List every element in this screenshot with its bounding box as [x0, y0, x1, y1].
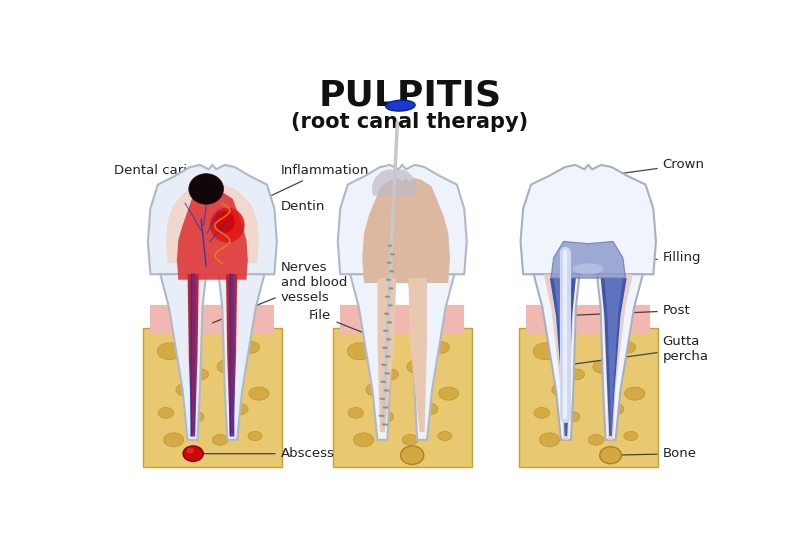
Ellipse shape — [163, 433, 184, 447]
Ellipse shape — [158, 408, 174, 418]
Ellipse shape — [347, 343, 372, 360]
Polygon shape — [604, 278, 623, 436]
Polygon shape — [534, 274, 579, 440]
Ellipse shape — [186, 447, 194, 453]
Polygon shape — [177, 192, 248, 280]
Ellipse shape — [386, 100, 415, 111]
Polygon shape — [187, 274, 198, 434]
Polygon shape — [338, 165, 466, 274]
Ellipse shape — [176, 384, 194, 396]
Ellipse shape — [248, 431, 262, 441]
Ellipse shape — [539, 433, 559, 447]
Text: Filling: Filling — [591, 252, 701, 264]
Polygon shape — [378, 278, 396, 432]
Ellipse shape — [407, 360, 429, 374]
Ellipse shape — [569, 369, 584, 380]
Ellipse shape — [217, 360, 238, 374]
Ellipse shape — [383, 369, 398, 380]
Ellipse shape — [242, 342, 260, 353]
Ellipse shape — [189, 174, 223, 204]
Ellipse shape — [212, 435, 228, 445]
Polygon shape — [544, 274, 576, 440]
Text: Nerves
and blood
vessels: Nerves and blood vessels — [213, 261, 347, 323]
Polygon shape — [372, 169, 417, 196]
Ellipse shape — [421, 403, 438, 415]
Bar — [333, 328, 472, 467]
Ellipse shape — [607, 403, 624, 415]
Ellipse shape — [600, 447, 622, 463]
Polygon shape — [218, 274, 265, 440]
Ellipse shape — [231, 403, 248, 415]
Polygon shape — [550, 278, 576, 436]
Polygon shape — [521, 165, 656, 274]
Polygon shape — [601, 274, 633, 440]
Polygon shape — [597, 274, 643, 440]
Ellipse shape — [534, 343, 558, 360]
Polygon shape — [409, 274, 454, 440]
Polygon shape — [148, 165, 277, 274]
Text: (root canal therapy): (root canal therapy) — [291, 112, 529, 132]
Ellipse shape — [401, 446, 424, 465]
Ellipse shape — [552, 384, 570, 396]
Bar — [142, 328, 282, 467]
Polygon shape — [350, 274, 396, 440]
Bar — [150, 305, 274, 335]
Text: PULPITIS: PULPITIS — [318, 79, 502, 113]
Ellipse shape — [348, 408, 363, 418]
Polygon shape — [601, 278, 626, 436]
Ellipse shape — [354, 433, 374, 447]
Ellipse shape — [433, 342, 450, 353]
Text: File: File — [310, 309, 381, 340]
Text: Dental caries: Dental caries — [114, 164, 203, 188]
Text: Abscess: Abscess — [196, 447, 334, 460]
Text: Gutta
percha: Gutta percha — [567, 335, 709, 365]
Text: Inflammation: Inflammation — [227, 164, 369, 216]
Bar — [518, 328, 658, 467]
Ellipse shape — [624, 431, 638, 441]
Ellipse shape — [625, 387, 645, 400]
Polygon shape — [160, 274, 206, 440]
Ellipse shape — [380, 411, 394, 422]
Text: Crown: Crown — [566, 158, 705, 181]
Polygon shape — [551, 242, 626, 278]
Ellipse shape — [158, 343, 182, 360]
Ellipse shape — [534, 408, 550, 418]
Ellipse shape — [438, 387, 459, 400]
Ellipse shape — [618, 342, 635, 353]
Ellipse shape — [366, 384, 385, 396]
Ellipse shape — [402, 435, 418, 445]
Polygon shape — [166, 185, 259, 263]
Bar — [340, 305, 464, 335]
Ellipse shape — [215, 211, 234, 233]
Ellipse shape — [573, 263, 604, 274]
Polygon shape — [362, 178, 450, 283]
Ellipse shape — [249, 387, 269, 400]
Ellipse shape — [588, 435, 604, 445]
Ellipse shape — [593, 360, 614, 374]
Text: Post: Post — [567, 304, 690, 317]
Ellipse shape — [193, 369, 209, 380]
Ellipse shape — [183, 446, 203, 461]
Polygon shape — [554, 278, 572, 436]
Text: Bone: Bone — [614, 447, 697, 460]
Polygon shape — [226, 274, 237, 434]
Ellipse shape — [438, 431, 452, 441]
Ellipse shape — [566, 411, 580, 422]
Polygon shape — [409, 278, 427, 432]
Bar — [526, 305, 650, 335]
Ellipse shape — [190, 411, 204, 422]
Ellipse shape — [210, 207, 245, 243]
Text: Dentin: Dentin — [258, 200, 325, 219]
